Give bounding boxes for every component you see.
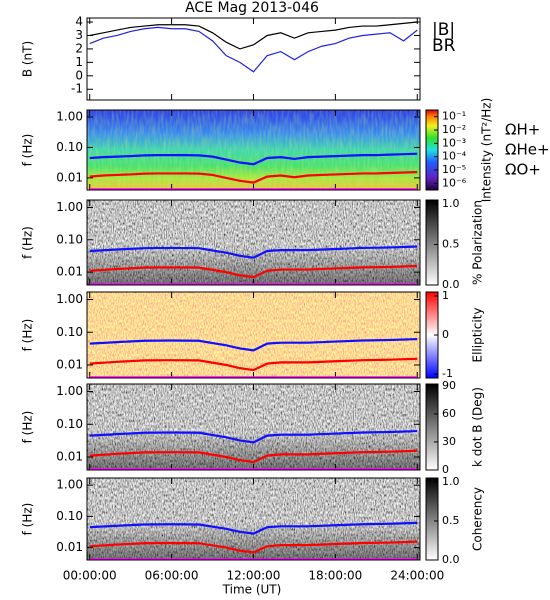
data-line [89,152,418,166]
colorbar-tick-label: 60 [442,407,456,420]
y-tick-label: 1.00 [56,478,83,492]
colorbar-tick-label: 1.0 [442,197,460,210]
colorbar-title: Intensity (nT²/Hz) [480,98,494,203]
y-axis-title: f (Hz) [21,134,35,167]
colorbar-title: % Polarization [471,200,485,285]
colorbar [425,109,439,191]
data-line [89,521,418,535]
data-line [89,540,418,554]
chart-title: ACE Mag 2013-046 [185,0,319,16]
y-tick-label: 0.01 [56,540,83,554]
plot-frame [86,199,421,286]
colorbar-tick-label: -1 [442,367,453,380]
colorbar-tick-label: 0 [442,463,449,476]
y-axis-title: f (Hz) [21,226,35,259]
colorbar-tick-label: 0.5 [442,238,460,251]
data-line [89,429,418,444]
colorbar [425,199,439,286]
spectrogram-shade [87,384,420,470]
y-tick-label: 2 [75,41,83,55]
data-line [89,26,418,73]
y-tick-label: 1.00 [56,200,83,214]
colorbar-tick-label: 1 [442,289,449,302]
y-tick-label: 0.01 [56,449,83,463]
y-tick-label: 0.10 [56,232,83,246]
y-tick-label: 0.01 [56,265,83,279]
plot-frame [86,291,421,379]
colorbar-tick-label: 10⁻⁴ [442,150,467,163]
colorbar-tick-label: 90 [442,379,456,392]
colorbar-tick-label: 30 [442,435,456,448]
spectrogram-shade [87,478,420,560]
x-tick-label: 00:00:00 [63,569,117,583]
data-line [89,170,418,184]
colorbar-title: Coherency [471,487,485,551]
y-axis-title: f (Hz) [21,319,35,352]
data-line [89,245,418,259]
y-tick-label: 3 [75,28,83,42]
colorbar-tick-label: 0.5 [442,514,460,527]
colorbar [425,383,439,471]
plot-frame [86,477,421,561]
legend-label: ΩH+ [505,121,540,139]
y-tick-label: 4 [75,15,83,29]
legend-label: ΩO+ [505,161,541,179]
spectrogram-shade [87,200,420,285]
colorbar-tick-label: 10⁻³ [442,136,466,149]
x-tick-label: 24:00:00 [390,569,444,583]
y-tick-label: 1.00 [56,384,83,398]
y-tick-label: 0.10 [56,325,83,339]
y-tick-label: 0.01 [56,170,83,184]
x-tick-label: 18:00:00 [308,569,362,583]
colorbar-tick-label: 10⁻² [442,123,466,136]
data-line [89,337,418,352]
legend-label: ΩHe+ [505,141,550,159]
colorbar-tick-label: 1.0 [442,475,460,488]
legend-label: BR [432,36,456,56]
y-tick-label: 1 [75,55,83,69]
data-line [89,264,418,279]
y-tick-label: 0.10 [56,509,83,523]
colorbar-tick-label: 10⁻⁵ [442,163,466,176]
y-axis-title: f (Hz) [21,503,35,536]
spectrogram-texture [87,110,420,190]
y-tick-label: 1.00 [56,110,83,124]
colorbar-tick-label: 10⁻¹ [442,110,466,123]
x-tick-label: 06:00:00 [145,569,199,583]
colorbar-tick-label: 0.0 [442,278,460,291]
plot-frame [86,383,421,471]
data-line [89,449,418,464]
colorbar-tick-label: 10⁻⁶ [442,176,467,189]
x-axis-title: Time (UT) [222,583,282,597]
colorbar-title: k dot B (Deg) [471,387,485,467]
y-tick-label: 0 [75,68,83,82]
colorbar-tick-label: 0 [442,328,449,341]
y-tick-label: -1 [71,82,83,96]
colorbar [425,477,439,561]
plot-frame [86,109,421,191]
data-line [89,357,418,372]
y-tick-label: 0.10 [56,140,83,154]
colorbar-title: Ellipticity [471,308,485,363]
y-tick-label: 0.10 [56,417,83,431]
x-tick-label: 12:00:00 [227,569,281,583]
plot-frame [86,17,421,101]
spectrogram-background [87,292,420,378]
y-tick-label: 0.01 [56,357,83,371]
data-line [89,21,418,50]
legend-label: |B| [432,20,455,40]
y-axis-title: f (Hz) [21,411,35,444]
y-axis-title: B (nT) [21,41,35,77]
y-tick-label: 1.00 [56,292,83,306]
colorbar-tick-label: 0.0 [442,553,460,566]
